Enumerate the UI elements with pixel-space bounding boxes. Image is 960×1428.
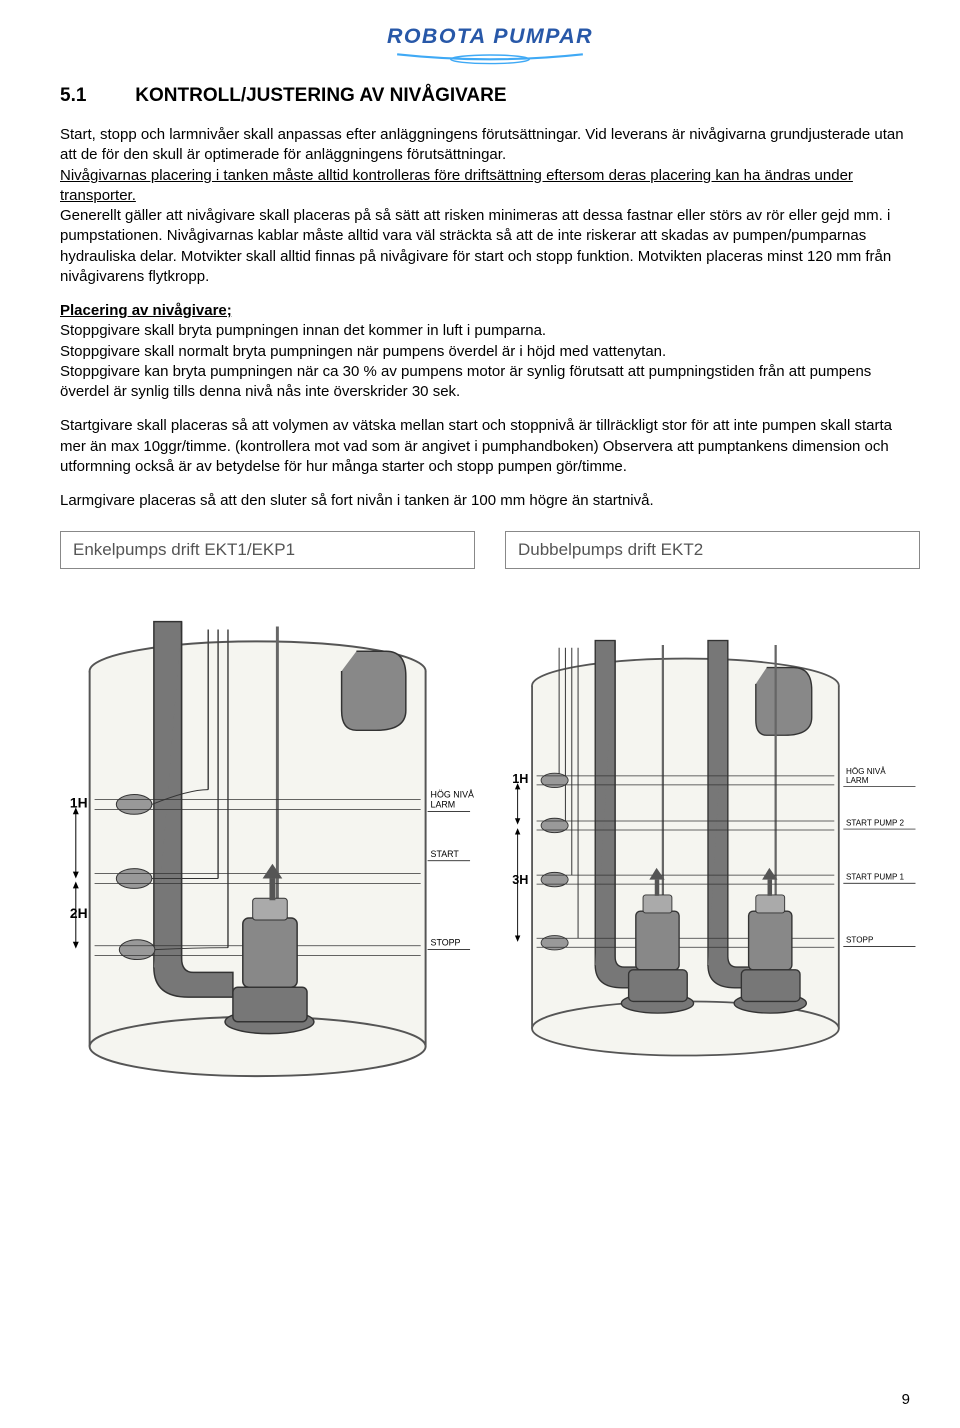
label-start-left: START	[431, 849, 460, 859]
label-3h-right: 3H	[512, 873, 528, 887]
label-1h-right: 1H	[512, 772, 528, 786]
page-number: 9	[902, 1391, 910, 1408]
svg-text:LARM: LARM	[846, 776, 869, 785]
diagram-right-svg: 1H 3H HÖG NIVÅ LARM START PUMP 2 START P…	[505, 579, 920, 1099]
label-startp2: START PUMP 2	[846, 819, 904, 828]
section-heading: 5.1 KONTROLL/JUSTERING AV NIVÅGIVARE	[60, 85, 920, 107]
label-stopp-left: STOPP	[431, 938, 461, 948]
paragraph-2: Placering av nivågivare; Stoppgivare ska…	[60, 301, 920, 402]
brand-logo: ROBOTA PUMPAR	[60, 20, 920, 75]
diagram-left-svg: 1H 2H HÖG NIVÅ LARM START STOPP	[60, 579, 475, 1099]
label-stopp-right: STOPP	[846, 936, 873, 945]
diagram-left: Enkelpumps drift EKT1/EKP1	[60, 531, 475, 1104]
label-startp1: START PUMP 1	[846, 873, 904, 882]
label-hognivalarm-left: HÖG NIVÅ	[431, 790, 474, 800]
para2c: Stoppgivare kan bryta pumpningen när ca …	[60, 363, 871, 400]
diagram-right-title: Dubbelpumps drift EKT2	[505, 531, 920, 569]
diagrams-row: Enkelpumps drift EKT1/EKP1	[60, 531, 920, 1104]
diagram-left-title: Enkelpumps drift EKT1/EKP1	[60, 531, 475, 569]
section-title-text: KONTROLL/JUSTERING AV NIVÅGIVARE	[135, 85, 506, 106]
para1c: Generellt gäller att nivågivare skall pl…	[60, 207, 891, 285]
brand-text: ROBOTA PUMPAR	[387, 24, 593, 48]
paragraph-3: Startgivare skall placeras så att volyme…	[60, 416, 920, 477]
section-number: 5.1	[60, 85, 130, 107]
diagram-right: Dubbelpumps drift EKT2	[505, 531, 920, 1104]
para2b: Stoppgivare skall normalt bryta pumpning…	[60, 343, 666, 360]
para2-heading: Placering av nivågivare;	[60, 302, 232, 319]
paragraph-1: Start, stopp och larmnivåer skall anpass…	[60, 125, 920, 287]
label-2h-left: 2H	[70, 905, 88, 921]
label-1h-left: 1H	[70, 795, 88, 811]
para1a: Start, stopp och larmnivåer skall anpass…	[60, 126, 904, 163]
paragraph-4: Larmgivare placeras så att den sluter så…	[60, 491, 920, 511]
svg-text:HÖG NIVÅ: HÖG NIVÅ	[846, 767, 886, 776]
para1b-underlined: Nivågivarnas placering i tanken måste al…	[60, 167, 853, 204]
svg-text:LARM: LARM	[431, 800, 456, 810]
para2a: Stoppgivare skall bryta pumpningen innan…	[60, 322, 546, 339]
